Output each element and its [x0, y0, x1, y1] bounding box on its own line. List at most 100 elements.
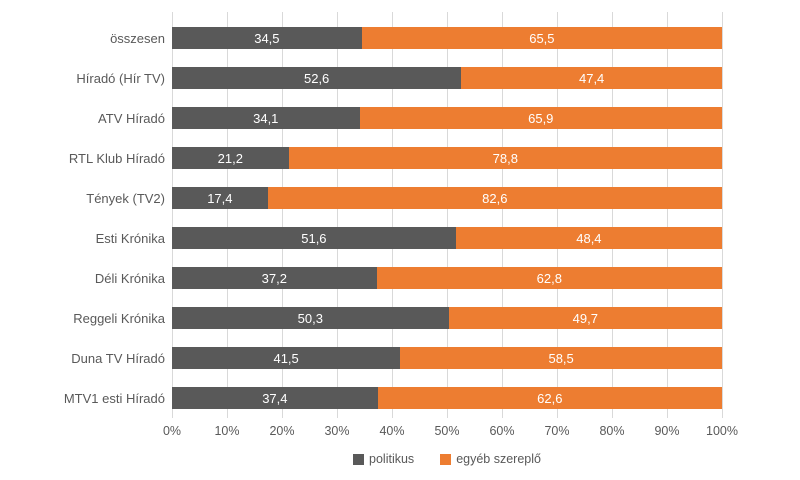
bar-segment-politikus: 37,4: [172, 387, 378, 409]
legend-label: egyéb szereplő: [456, 452, 541, 466]
chart-row: RTL Klub Híradó 21,2 78,8: [0, 138, 800, 178]
gridline: [446, 12, 448, 418]
axis-tick-label: 80%: [599, 424, 625, 438]
bar-track: 50,3 49,7: [172, 307, 722, 329]
legend-item: politikus: [353, 452, 414, 466]
axis-tick-label: 100%: [706, 424, 738, 438]
chart-row: Tények (TV2) 17,4 82,6: [0, 178, 800, 218]
bar-track: 21,2 78,8: [172, 147, 722, 169]
gridline: [501, 12, 503, 418]
bar-segment-politikus: 50,3: [172, 307, 449, 329]
bar-value-label: 49,7: [572, 310, 598, 326]
bar-value-label: 65,9: [528, 110, 554, 126]
gridline: [281, 12, 283, 418]
axis-tick-label: 50%: [434, 424, 460, 438]
legend-label: politikus: [369, 452, 415, 466]
bar-value-label: 41,5: [273, 350, 299, 366]
bar-track: 17,4 82,6: [172, 187, 722, 209]
bar-value-label: 17,4: [207, 190, 233, 206]
gridline: [611, 12, 613, 418]
gridline-layer: [171, 12, 723, 418]
axis-tick-label: 90%: [654, 424, 680, 438]
gridline: [336, 12, 338, 418]
legend: politikus egyéb szereplő: [172, 452, 722, 466]
chart-row: Reggeli Krónika 50,3 49,7: [0, 298, 800, 338]
bar-value-label: 37,4: [262, 390, 288, 406]
bar-value-label: 34,1: [253, 110, 279, 126]
plot-area: összesen 34,5 65,5 Híradó (Hír TV) 52,6 47,4 A…: [0, 12, 800, 418]
category-label: MTV1 esti Híradó: [63, 390, 165, 406]
bar-segment-politikus: 34,1: [172, 107, 360, 129]
bar-value-label: 52,6: [303, 70, 330, 86]
gridline: [721, 12, 723, 418]
bar-segment-politikus: 17,4: [172, 187, 268, 209]
category-label: ATV Híradó: [98, 110, 165, 126]
bar-segment-egyeb-szereplo: 62,6: [377, 387, 722, 409]
bar-value-label: 50,3: [297, 310, 323, 326]
bar-value-label: 82,6: [482, 190, 508, 206]
bar-track: 52,6 47,4: [172, 67, 722, 89]
bar-value-label: 62,8: [536, 270, 562, 286]
chart-row: Déli Krónika 37,2 62,8: [0, 258, 800, 298]
axis-tick-label: 60%: [489, 424, 515, 438]
chart-row: összesen 34,5 65,5: [0, 18, 800, 58]
axis-tick-label: 0%: [162, 424, 182, 438]
bar-track: 41,5 58,5: [172, 347, 722, 369]
axis-tick-label: 40%: [379, 424, 405, 438]
bar-value-label: 65,5: [529, 30, 555, 46]
bar-segment-politikus: 21,2: [172, 147, 289, 169]
bar-value-label: 47,4: [578, 70, 605, 86]
category-label: Esti Krónika: [95, 230, 165, 246]
bar-value-label: 51,6: [301, 230, 327, 246]
chart-rows: összesen 34,5 65,5 Híradó (Hír TV) 52,6 47,4 A…: [0, 18, 800, 418]
chart-row: Híradó (Hír TV) 52,6 47,4: [0, 58, 800, 98]
bar-segment-politikus: 51,6: [172, 227, 456, 249]
legend-item: egyéb szereplő: [440, 452, 541, 466]
axis-tick-label: 20%: [269, 424, 295, 438]
category-label: Tények (TV2): [86, 190, 165, 206]
bar-value-label: 21,2: [217, 150, 243, 166]
legend-swatch-icon: [440, 453, 452, 465]
axis-tick-label: 10%: [214, 424, 240, 438]
axis-tick-label: 30%: [324, 424, 350, 438]
bar-segment-egyeb-szereplo: 62,8: [376, 267, 722, 289]
bar-segment-egyeb-szereplo: 49,7: [448, 307, 722, 329]
gridline: [556, 12, 558, 418]
gridline: [391, 12, 393, 418]
bar-segment-politikus: 41,5: [172, 347, 401, 369]
bar-segment-egyeb-szereplo: 47,4: [461, 67, 722, 89]
legend-swatch-icon: [353, 453, 365, 465]
bar-track: 34,1 65,9: [172, 107, 722, 129]
bar-segment-politikus: 52,6: [172, 67, 462, 89]
bar-track: 37,4 62,6: [172, 387, 722, 409]
chart-row: Esti Krónika 51,6 48,4: [0, 218, 800, 258]
category-label: Déli Krónika: [94, 270, 165, 286]
category-label: RTL Klub Híradó: [68, 150, 165, 166]
bar-segment-politikus: 37,2: [172, 267, 377, 289]
bar-segment-politikus: 34,5: [172, 27, 362, 49]
bar-value-label: 62,6: [537, 390, 563, 406]
bar-segment-egyeb-szereplo: 48,4: [455, 227, 722, 249]
chart-row: Duna TV Híradó 41,5 58,5: [0, 338, 800, 378]
bar-segment-egyeb-szereplo: 58,5: [400, 347, 722, 369]
bar-value-label: 58,5: [548, 350, 574, 366]
gridline: [171, 12, 173, 418]
bar-value-label: 37,2: [261, 270, 287, 286]
gridline: [226, 12, 228, 418]
bar-value-label: 78,8: [492, 150, 518, 166]
axis-tick-label: 70%: [544, 424, 570, 438]
chart-row: ATV Híradó 34,1 65,9: [0, 98, 800, 138]
bar-track: 37,2 62,8: [172, 267, 722, 289]
bar-segment-egyeb-szereplo: 65,9: [359, 107, 722, 129]
bar-segment-egyeb-szereplo: 65,5: [361, 27, 722, 49]
bar-track: 34,5 65,5: [172, 27, 722, 49]
category-label: összesen: [110, 30, 165, 46]
bar-track: 51,6 48,4: [172, 227, 722, 249]
bar-segment-egyeb-szereplo: 78,8: [288, 147, 722, 169]
category-label: Duna TV Híradó: [71, 350, 165, 366]
category-label: Híradó (Hír TV): [76, 70, 165, 86]
bar-value-label: 48,4: [576, 230, 602, 246]
chart-row: MTV1 esti Híradó 37,4 62,6: [0, 378, 800, 418]
gridline: [666, 12, 668, 418]
